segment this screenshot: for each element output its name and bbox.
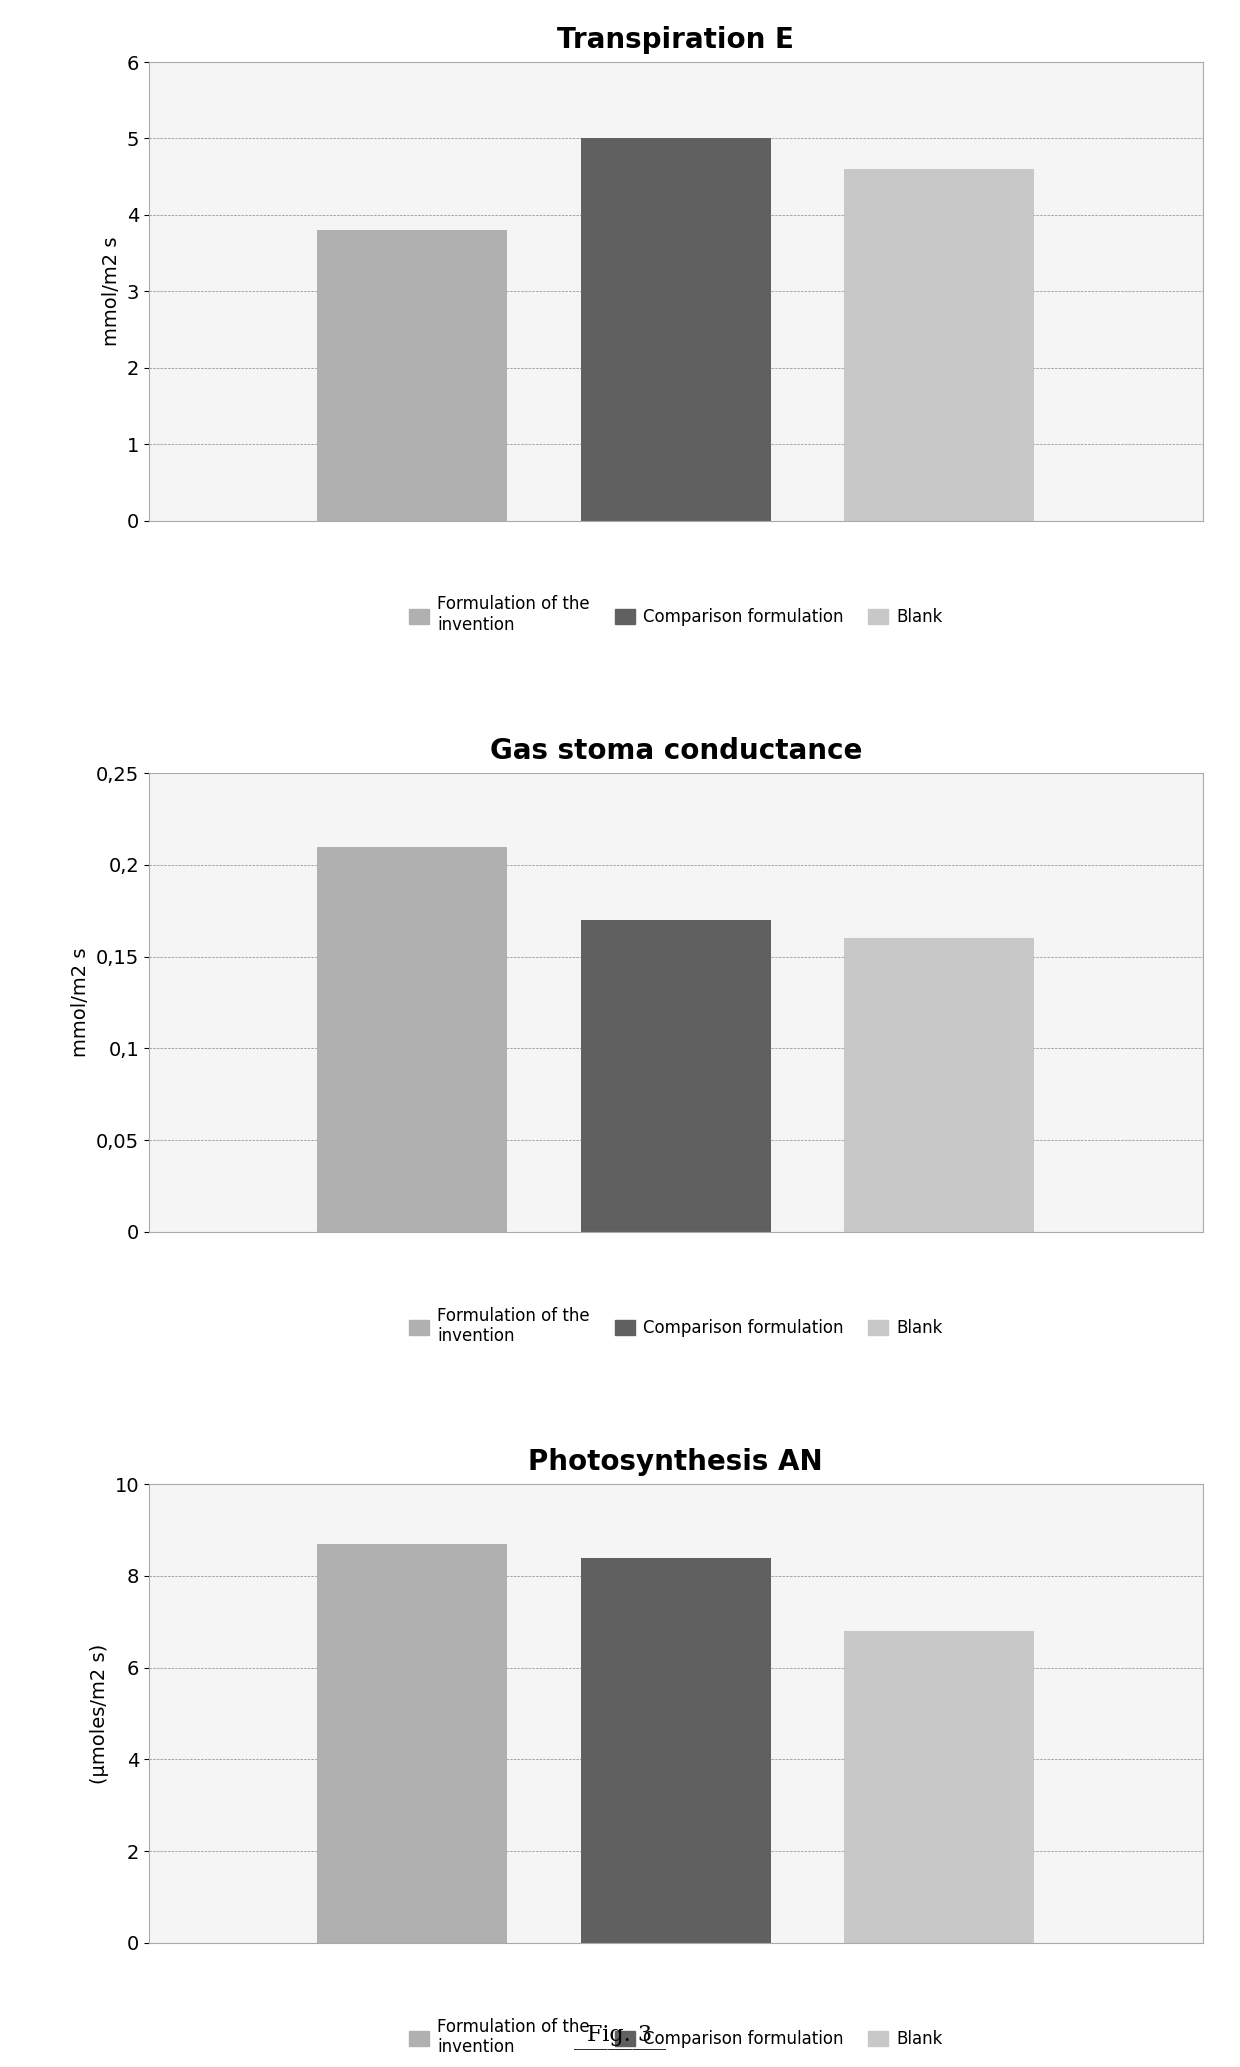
Bar [317, 1544, 507, 1943]
Bar [580, 1559, 770, 1943]
Bar [844, 1631, 1034, 1943]
Y-axis label: mmol/m2 s: mmol/m2 s [71, 949, 91, 1056]
Legend: Formulation of the
invention, Comparison formulation, Blank: Formulation of the invention, Comparison… [402, 2011, 950, 2063]
Bar [580, 138, 770, 521]
Bar [844, 169, 1034, 521]
Text: Fig. 3: Fig. 3 [588, 2024, 652, 2046]
Title: Photosynthesis AN: Photosynthesis AN [528, 1449, 823, 1476]
Legend: Formulation of the
invention, Comparison formulation, Blank: Formulation of the invention, Comparison… [402, 1300, 950, 1352]
Bar [844, 938, 1034, 1232]
Bar [317, 847, 507, 1232]
Y-axis label: (µmoles/m2 s): (µmoles/m2 s) [89, 1643, 109, 1784]
Legend: Formulation of the
invention, Comparison formulation, Blank: Formulation of the invention, Comparison… [402, 589, 950, 641]
Title: Transpiration E: Transpiration E [557, 27, 795, 54]
Text: ___________: ___________ [574, 2034, 666, 2050]
Bar [317, 229, 507, 521]
Bar [580, 920, 770, 1232]
Title: Gas stoma conductance: Gas stoma conductance [490, 738, 862, 765]
Y-axis label: mmol/m2 s: mmol/m2 s [102, 236, 122, 345]
